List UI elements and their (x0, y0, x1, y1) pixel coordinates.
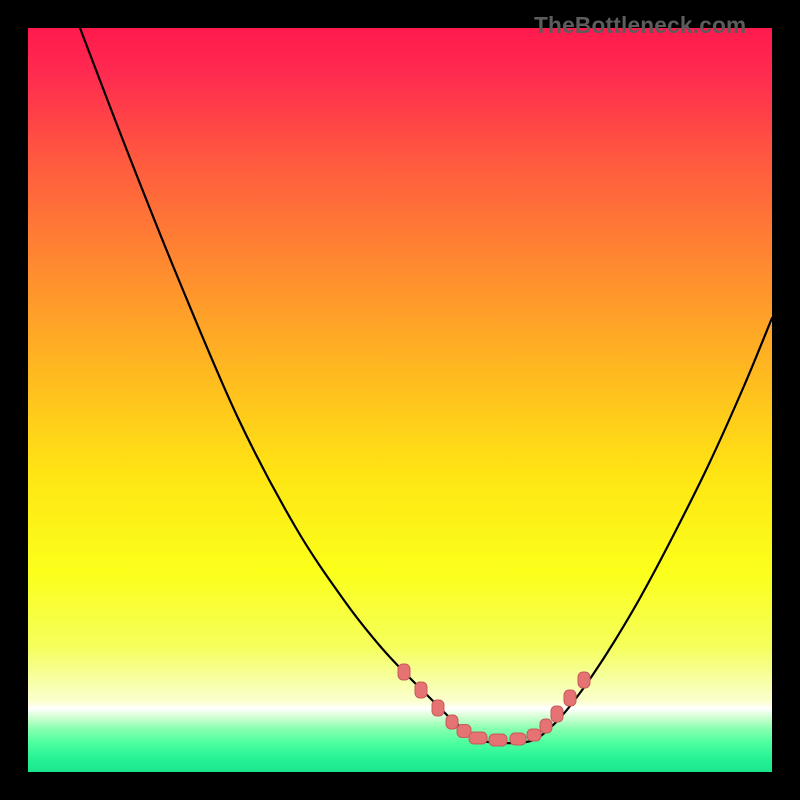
bottleneck-curve-chart (0, 0, 800, 800)
trough-marker (446, 715, 458, 729)
watermark-text: TheBottleneck.com (534, 12, 746, 39)
trough-marker (564, 690, 576, 706)
trough-marker (551, 706, 563, 722)
trough-marker (527, 729, 541, 741)
trough-marker (432, 700, 444, 716)
trough-marker (540, 719, 552, 733)
trough-marker (578, 672, 590, 688)
chart-frame (0, 0, 800, 800)
trough-marker (469, 732, 487, 744)
gradient-background (28, 28, 772, 772)
trough-marker (398, 664, 410, 680)
trough-marker (489, 734, 507, 746)
trough-marker (415, 682, 427, 698)
trough-marker (510, 733, 526, 745)
